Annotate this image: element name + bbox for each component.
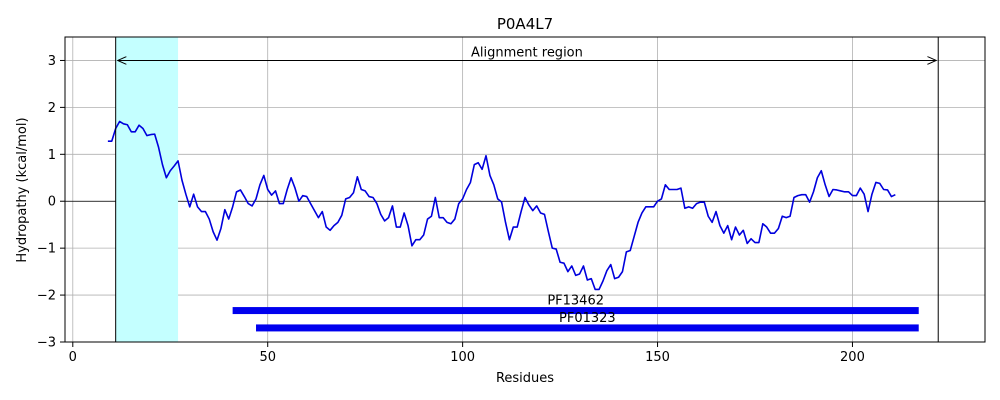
x-tick-label: 150 — [645, 350, 670, 365]
x-tick-label: 0 — [69, 350, 77, 365]
y-tick-label: 1 — [48, 148, 56, 163]
plot-frame — [64, 36, 986, 343]
domain-bar — [256, 324, 919, 332]
x-tick-label: 50 — [259, 350, 276, 365]
y-tick-label: −3 — [37, 336, 56, 351]
x-tick-label: 200 — [840, 350, 865, 365]
chart-title: P0A4L7 — [497, 15, 553, 33]
y-tick-label: 0 — [48, 195, 56, 210]
y-tick-label: 2 — [48, 101, 56, 116]
alignment-label: Alignment region — [471, 45, 583, 60]
axis-ticks: 0 50 100 150 200 −3 −2 −1 0 1 2 3 — [37, 54, 865, 365]
signal-region — [115, 37, 179, 342]
x-axis-label: Residues — [496, 371, 554, 386]
hydropathy-line — [107, 120, 896, 291]
shaded-region — [115, 37, 179, 342]
y-tick-label: 3 — [48, 54, 56, 69]
annotations: Alignment region — [115, 37, 939, 342]
grid — [65, 37, 985, 343]
domain-label: PF01323 — [559, 311, 616, 326]
domain-bars: PF13462 PF01323 — [232, 294, 919, 332]
y-tick-label: −2 — [37, 289, 56, 304]
domain-bar — [232, 307, 919, 315]
y-axis-label: Hydropathy (kcal/mol) — [15, 117, 30, 262]
x-tick-label: 100 — [450, 350, 475, 365]
domain-label: PF13462 — [547, 294, 604, 309]
hydropathy-series — [107, 120, 896, 291]
y-tick-label: −1 — [37, 242, 56, 257]
